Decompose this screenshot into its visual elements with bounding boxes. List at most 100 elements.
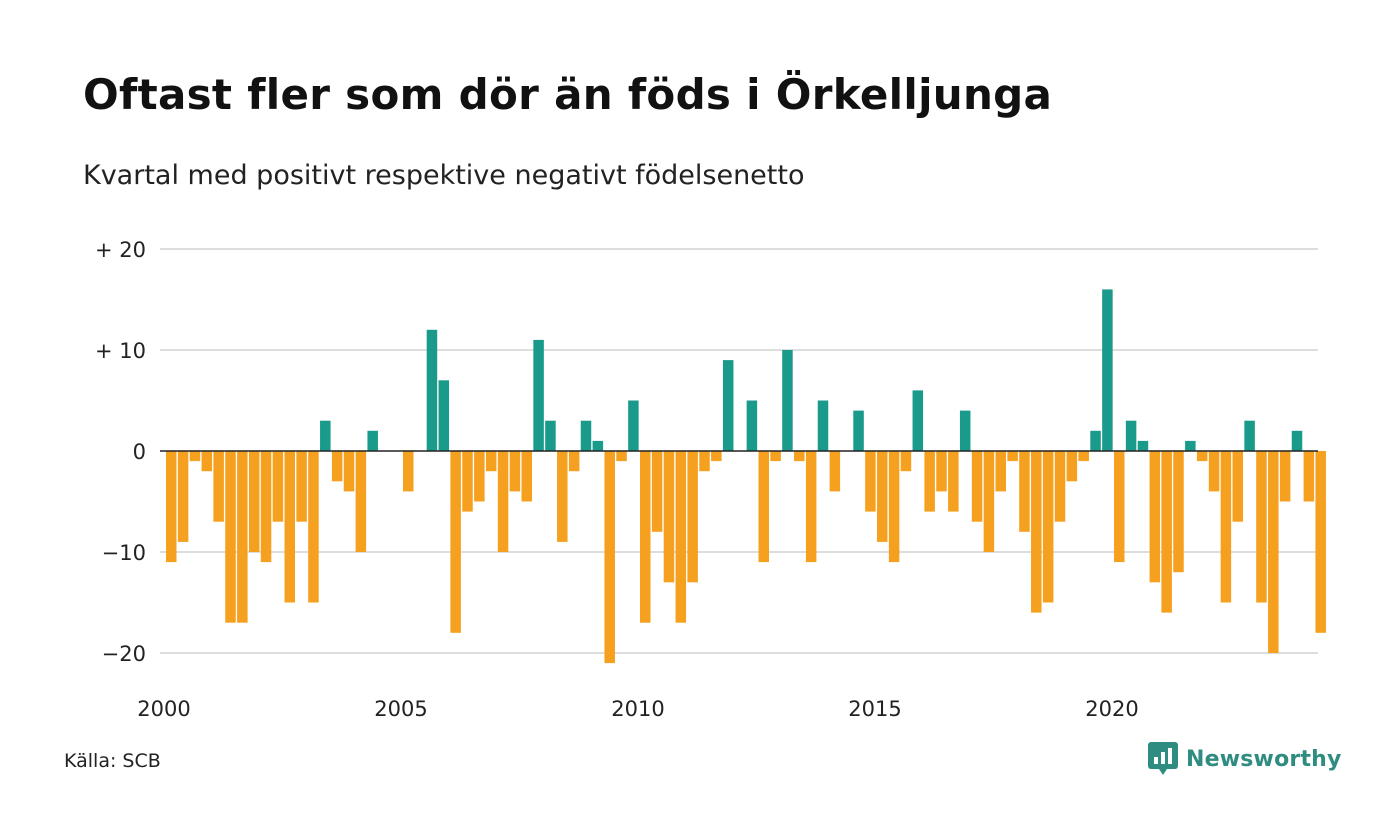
bar [687,451,698,583]
newsworthy-logo-icon [1148,742,1178,775]
bar [912,390,924,451]
bar [817,400,829,451]
bar [1031,451,1042,613]
bar [580,420,592,451]
bar [995,451,1006,492]
bar [877,451,888,542]
bar [1125,420,1137,451]
x-axis-ticks: 2000 2005 2010 2015 2020 [137,697,1138,721]
bar [592,440,604,451]
bar [177,451,189,542]
bar [450,451,461,633]
bar [166,451,177,563]
x-tick-label: 2010 [611,697,664,721]
bar [1090,430,1101,451]
source-note: Källa: SCB [64,750,161,772]
bar [746,400,758,451]
bar [545,420,556,451]
bar [1196,451,1208,462]
bar [1244,420,1255,451]
bar [983,451,995,552]
bar [1232,451,1243,522]
bar [213,451,224,522]
bar [1279,451,1291,502]
bar [699,451,710,472]
bar [651,451,663,532]
bar [805,451,817,563]
bar [331,451,343,482]
brand-logo[interactable]: Newsworthy [1148,742,1342,776]
bar [403,451,414,492]
bar [770,451,781,462]
bar [225,451,236,623]
bar [711,451,722,462]
bar [1114,451,1125,563]
bar [675,451,687,623]
bar [1137,440,1149,451]
bar [782,350,793,451]
bar [189,451,201,462]
bar [936,451,947,492]
bar [1256,451,1267,603]
chart-subtitle: Kvartal med positivt respektive negativt… [83,160,805,191]
y-tick-label: 0 [133,440,146,464]
bar [521,451,532,502]
x-tick-label: 2020 [1085,697,1138,721]
bar [1042,451,1054,603]
bar [320,420,331,451]
chart-title: Oftast fler som dör än föds i Örkelljung… [83,70,1053,119]
bar [237,451,248,623]
bar [1268,451,1279,653]
bar [272,451,284,522]
bar [462,451,473,512]
bar [474,451,485,502]
bar [426,329,438,451]
bar [343,451,355,492]
bars [166,289,1326,664]
bar [948,451,959,512]
bar [829,451,841,492]
bar [959,410,971,451]
bar [438,380,450,451]
y-tick-label: + 20 [95,238,146,262]
bar [1066,451,1078,482]
y-tick-label: −10 [102,541,146,565]
bar [557,451,568,542]
bar [1315,451,1326,633]
bar [568,451,580,472]
y-axis-ticks: + 20 + 10 0 −10 −20 [95,238,146,666]
bar [296,451,307,522]
bar [1054,451,1066,522]
grid-lines [160,248,1318,654]
bar [1078,451,1089,462]
y-tick-label: + 10 [95,339,146,363]
bar [1291,430,1303,451]
bar [722,360,734,451]
bar [1102,289,1113,451]
bar [865,451,876,512]
x-tick-label: 2015 [848,697,901,721]
bar [758,451,769,563]
bar [1149,451,1161,583]
bar [533,339,544,451]
bar [900,451,912,472]
bar [248,451,260,552]
bar [355,451,367,552]
bar [1220,451,1232,603]
bar [663,451,675,583]
bar [1303,451,1315,502]
bar [1208,451,1220,492]
bar [924,451,935,512]
bar [1173,451,1184,573]
bar [794,451,805,462]
bar [888,451,900,563]
bar [1019,451,1030,532]
bar [628,400,639,451]
bar [509,451,521,492]
bar [853,410,864,451]
bar [485,451,497,472]
bar [260,451,272,563]
bar [971,451,983,522]
bar [308,451,319,603]
bar [1185,440,1196,451]
